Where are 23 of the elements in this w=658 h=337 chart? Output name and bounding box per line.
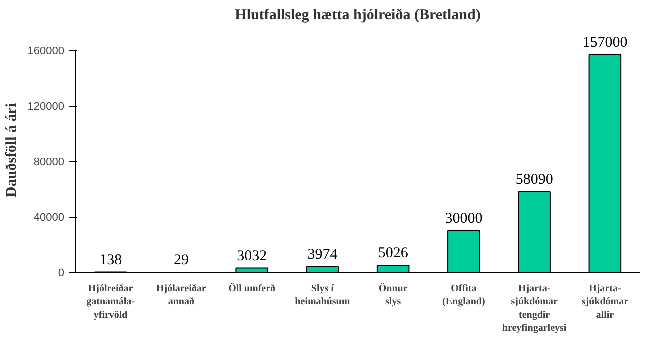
x-tick-label: Önnur slys — [378, 282, 408, 308]
y-tick-label: 40000 — [34, 212, 65, 224]
y-tick-label: 120000 — [28, 101, 65, 114]
y-tick-label: 0 — [58, 268, 65, 280]
data-label: 58090 — [516, 172, 554, 188]
data-label: 29 — [174, 252, 189, 268]
x-tick-label: Hjarta- sjúkdómar allir — [582, 284, 630, 321]
chart-title: Hlutfallsleg hætta hjólreiða (Bretland) — [235, 8, 481, 24]
data-label: 30000 — [445, 210, 483, 227]
x-tick-label: Öll umferð — [228, 282, 276, 294]
data-label: 138 — [100, 252, 122, 268]
y-axis-title: Dauðsföll á ári — [4, 103, 20, 198]
x-tick-label: Offita (England) — [442, 284, 486, 308]
data-label: 157000 — [582, 34, 628, 51]
y-tick-label: 160000 — [28, 46, 65, 58]
y-tick-label: 80000 — [34, 156, 65, 169]
x-tick-label: Hjarta- sjúkdómar tengdir hreyfingarleysi — [502, 284, 567, 334]
x-tick-label: Hjólareiðar annað — [156, 284, 207, 308]
data-label: 3032 — [237, 248, 268, 264]
x-tick-label: Slys í heimahúsum — [295, 284, 351, 308]
data-label: 3974 — [308, 246, 338, 263]
x-tick-label: Hjólreiðar gatnamála- yfirvöld — [86, 284, 135, 321]
data-label: 5026 — [378, 246, 409, 262]
